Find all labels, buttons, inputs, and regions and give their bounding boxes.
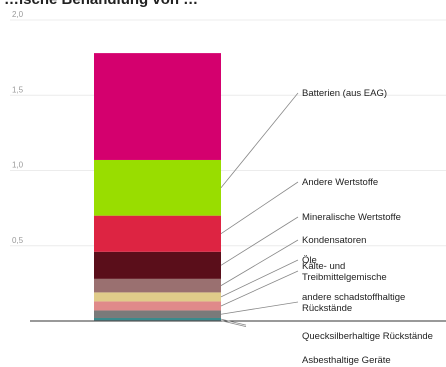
y-tick-label: 0,5 — [12, 236, 24, 245]
leader-line — [220, 318, 247, 326]
bar-segment — [94, 53, 221, 160]
segment-label: andere schadstoffhaltige Rückstände — [302, 292, 405, 314]
y-axis-ticks: 0,5 1,0 1,5 2,0 — [12, 10, 24, 245]
y-tick-label: 1,0 — [12, 161, 24, 170]
segment-label: Mineralische Wertstoffe — [302, 212, 401, 223]
bar-segment — [94, 310, 221, 318]
leader-line — [220, 259, 299, 298]
segment-label: Quecksilberhaltige Rückstände — [302, 331, 433, 342]
bar-segment — [94, 251, 221, 279]
leader-line — [220, 270, 299, 307]
segment-label: Batterien (aus EAG) — [302, 88, 387, 99]
leader-lines — [220, 92, 299, 328]
segment-labels: Asbesthaltige Geräte Quecksilberhaltige R… — [302, 88, 433, 366]
bar-segment — [94, 292, 221, 302]
leader-line — [220, 239, 299, 286]
leader-line — [220, 181, 299, 235]
y-tick-label: 2,0 — [12, 10, 24, 19]
y-tick-label: 1,5 — [12, 85, 24, 94]
segment-label: Kondensatoren — [302, 235, 366, 246]
grid-lines — [10, 19, 446, 247]
bar-segment — [94, 159, 221, 216]
leader-line — [220, 216, 299, 266]
bar-segment — [94, 215, 221, 252]
bar-segment — [94, 278, 221, 293]
segment-label: Öle — [302, 255, 317, 266]
chart-title: …ische Behandlung von … — [4, 0, 198, 8]
segment-label: Kälte- und Treibmittelgemische — [302, 261, 387, 283]
bar-segment — [94, 301, 221, 311]
leader-line — [220, 92, 299, 189]
leader-line — [220, 301, 299, 315]
bar-segment — [94, 317, 221, 321]
segment-label: Asbesthaltige Geräte — [302, 355, 391, 366]
segment-label: Andere Wertstoffe — [302, 177, 378, 188]
leader-line — [220, 320, 247, 328]
bar-stack — [94, 53, 221, 321]
